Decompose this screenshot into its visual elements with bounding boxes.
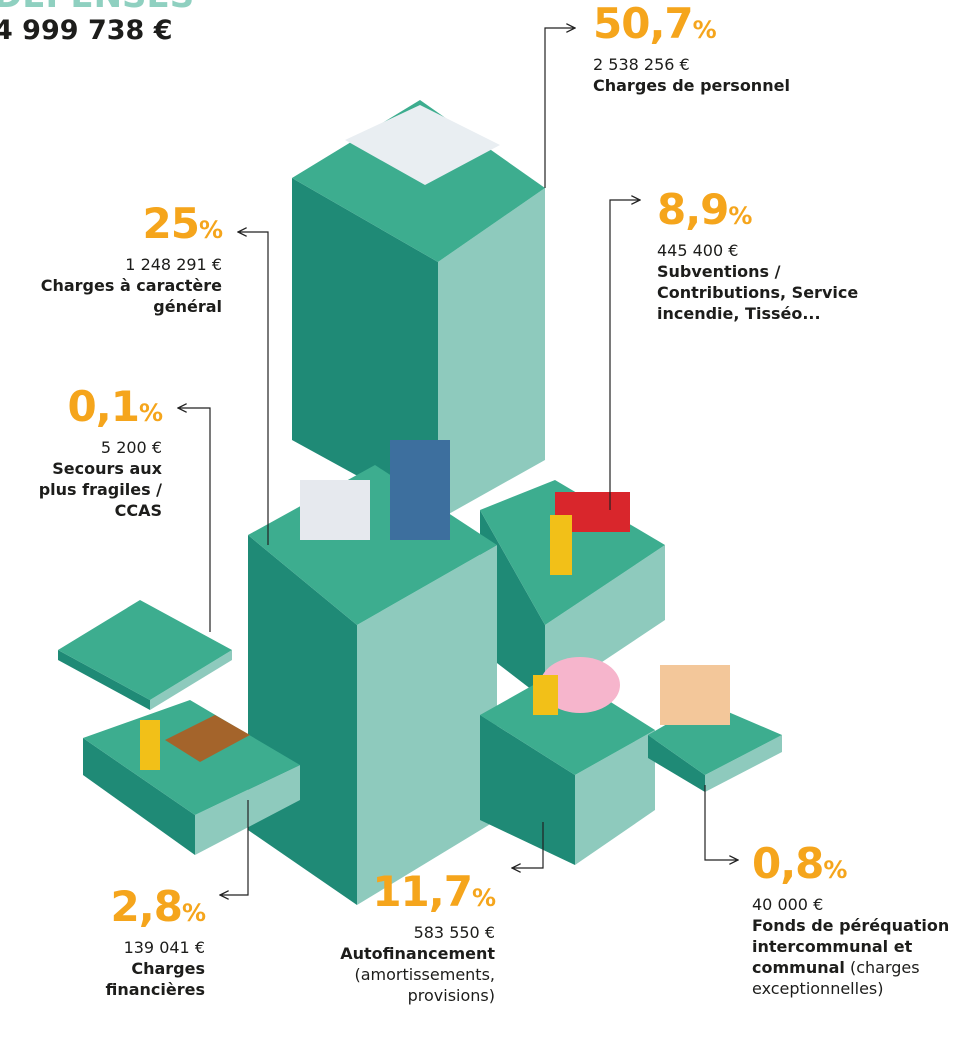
label: Secours aux plus fragiles / CCAS [12,458,162,521]
coins [550,515,572,575]
percent: 25% [22,199,224,252]
block-face [83,738,195,855]
block-face [438,188,545,520]
percent-value: 25 [142,199,200,248]
amount: 445 400 € [657,241,739,260]
connector [220,800,249,895]
label-bold: Secours aux plus fragiles / CCAS [38,459,162,520]
block-top [480,480,665,625]
label: Subventions / Contributions, Service inc… [657,261,882,324]
percent: 11,7% [305,867,496,920]
percent-sign: % [471,884,496,912]
percent: 8,9% [657,188,882,238]
coins [140,720,160,770]
piggy-bank [540,657,620,713]
percent: 2,8% [80,882,206,935]
label: Fonds de péréquation intercommunal et co… [752,915,974,999]
percent-sign: % [138,399,163,427]
percent: 0,1% [12,382,163,435]
percent-value: 0,1 [67,382,140,431]
block-face [705,735,782,792]
item: 0,8% 40 000 € Fonds de péréquation inter… [752,842,974,999]
block-face [480,715,575,865]
item: 8,9% 445 400 € Subventions / Contributio… [657,188,882,324]
percent: 0,8% [752,842,974,892]
amount: 5 200 € [100,438,162,457]
label: Autofinancement (amortissements, provisi… [305,943,495,1006]
label-bold: Charges de personnel [593,76,790,95]
block-top [83,700,300,815]
building [390,440,450,540]
coins [533,675,558,715]
label-normal: (amortissements, provisions) [354,965,496,1005]
connector [609,200,640,510]
label: Charges financières [80,958,205,1000]
percent-sign: % [728,202,752,230]
label: Charges de personnel [593,75,893,96]
item: 2,8% 139 041 € Charges financières [80,882,206,1000]
connector [512,822,544,868]
label-bold: Fonds de péréquation intercommunal et co… [752,916,950,977]
percent-value: 11,7 [372,867,473,916]
percent-value: 8,9 [657,185,729,234]
percent-sign: % [823,856,847,884]
label-bold: Autofinancement [340,944,495,963]
total: 4 999 738 € [0,15,173,46]
decorations [140,105,730,770]
amount: 1 248 291 € [125,255,222,274]
connector [178,408,211,632]
header: DÉPENSES 4 999 738 € [0,0,194,48]
label-bold: Charges à caractère général [40,276,222,316]
label-normal: (charges exceptionnelles) [752,958,920,998]
title: DÉPENSES [0,0,194,14]
building [300,480,370,540]
item: 11,7% 583 550 € Autofinancement (amortis… [305,867,496,1006]
item: 25% 1 248 291 € Charges à caractère géné… [22,199,224,317]
block-top [58,600,232,700]
desk [345,105,500,185]
amount: 139 041 € [123,938,205,957]
block-face [58,650,150,710]
block-face [150,650,232,710]
connectors [178,28,738,895]
amount: 40 000 € [752,895,824,914]
percent-sign: % [181,899,206,927]
percent: 50,7% [593,2,893,52]
blocks [58,100,782,905]
label: Charges à caractère général [22,275,222,317]
percent-value: 2,8 [110,882,183,931]
amount: 583 550 € [413,923,495,942]
item: 50,7% 2 538 256 € Charges de personnel [593,2,893,96]
percent-value: 0,8 [752,839,824,888]
label-bold: Charges financières [105,959,205,999]
item: 0,1% 5 200 € Secours aux plus fragiles /… [12,382,163,521]
percent-sign: % [198,216,223,244]
percent-value: 50,7 [593,0,694,48]
block-face [648,735,705,792]
block-face [292,178,438,520]
wallet [165,715,250,762]
percent-sign: % [692,16,717,44]
connector [544,28,575,188]
amount: 2 538 256 € [593,55,690,74]
connector [704,785,738,860]
building [660,665,730,725]
block-top [480,670,655,775]
connector [238,232,269,545]
label-bold: Subventions / Contributions, Service inc… [657,262,859,323]
block-face [357,545,497,905]
